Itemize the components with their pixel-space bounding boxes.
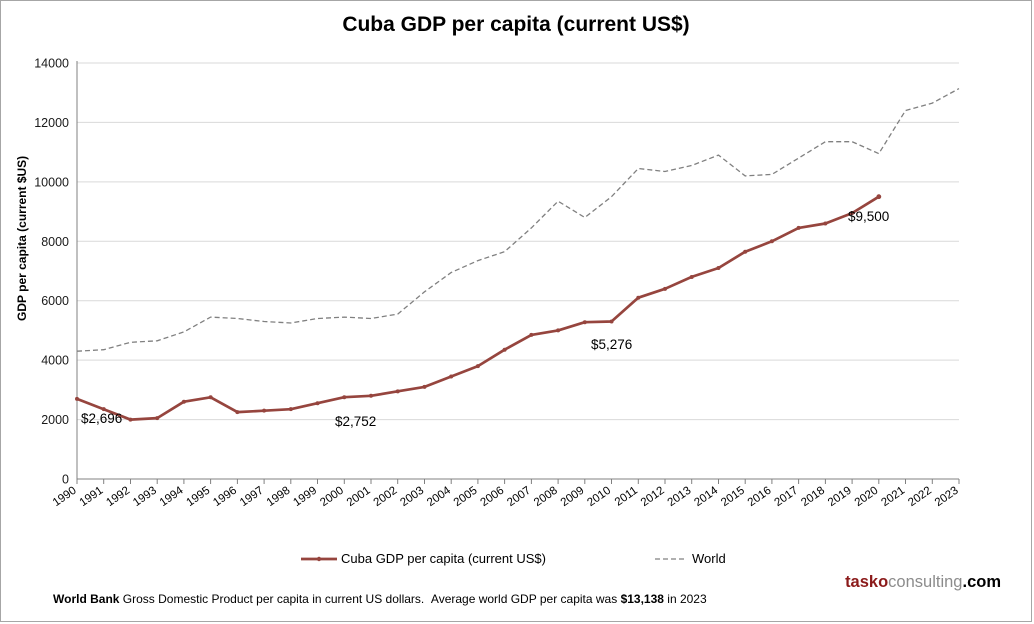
svg-text:World: World bbox=[692, 551, 726, 566]
svg-text:2020: 2020 bbox=[853, 485, 881, 510]
svg-text:2006: 2006 bbox=[478, 485, 506, 510]
svg-text:1990: 1990 bbox=[51, 485, 79, 510]
svg-text:2022: 2022 bbox=[906, 485, 934, 510]
svg-text:2011: 2011 bbox=[613, 485, 640, 509]
svg-text:1993: 1993 bbox=[131, 485, 159, 510]
svg-text:2004: 2004 bbox=[425, 484, 453, 509]
svg-text:2018: 2018 bbox=[799, 485, 827, 510]
svg-text:2023: 2023 bbox=[933, 485, 961, 510]
svg-text:1991: 1991 bbox=[78, 485, 106, 510]
svg-text:10000: 10000 bbox=[34, 175, 69, 189]
svg-text:0: 0 bbox=[62, 473, 69, 487]
svg-text:2017: 2017 bbox=[772, 485, 800, 510]
svg-text:2002: 2002 bbox=[372, 485, 400, 510]
svg-text:8000: 8000 bbox=[41, 235, 69, 249]
svg-text:1992: 1992 bbox=[104, 485, 132, 510]
svg-text:2014: 2014 bbox=[692, 484, 720, 509]
svg-text:1997: 1997 bbox=[238, 485, 266, 510]
svg-text:1999: 1999 bbox=[291, 485, 319, 510]
svg-text:$2,752: $2,752 bbox=[335, 414, 376, 429]
svg-text:12000: 12000 bbox=[34, 116, 69, 130]
svg-text:4000: 4000 bbox=[41, 354, 69, 368]
svg-text:2012: 2012 bbox=[639, 485, 667, 510]
svg-text:2001: 2001 bbox=[345, 485, 373, 510]
svg-text:Cuba GDP per capita (current U: Cuba GDP per capita (current US$) bbox=[341, 551, 546, 566]
svg-text:2000: 2000 bbox=[318, 485, 346, 510]
svg-text:2007: 2007 bbox=[505, 485, 533, 510]
svg-text:2000: 2000 bbox=[41, 413, 69, 427]
svg-text:2021: 2021 bbox=[879, 485, 907, 510]
svg-text:2005: 2005 bbox=[452, 485, 480, 510]
svg-text:$2,696: $2,696 bbox=[81, 411, 122, 426]
svg-text:14000: 14000 bbox=[34, 57, 69, 71]
svg-text:6000: 6000 bbox=[41, 294, 69, 308]
svg-text:2003: 2003 bbox=[398, 485, 426, 510]
svg-text:2016: 2016 bbox=[746, 485, 774, 510]
svg-text:$5,276: $5,276 bbox=[591, 337, 632, 352]
svg-text:1994: 1994 bbox=[158, 484, 186, 509]
svg-text:$9,500: $9,500 bbox=[848, 209, 889, 224]
svg-text:1996: 1996 bbox=[211, 485, 239, 510]
svg-text:2008: 2008 bbox=[532, 485, 560, 510]
svg-text:2015: 2015 bbox=[719, 485, 747, 510]
svg-text:2013: 2013 bbox=[666, 485, 694, 510]
svg-text:1998: 1998 bbox=[265, 485, 293, 510]
svg-text:2019: 2019 bbox=[826, 485, 854, 510]
svg-text:2009: 2009 bbox=[559, 485, 587, 510]
svg-text:2010: 2010 bbox=[585, 485, 613, 510]
svg-text:1995: 1995 bbox=[184, 485, 212, 510]
